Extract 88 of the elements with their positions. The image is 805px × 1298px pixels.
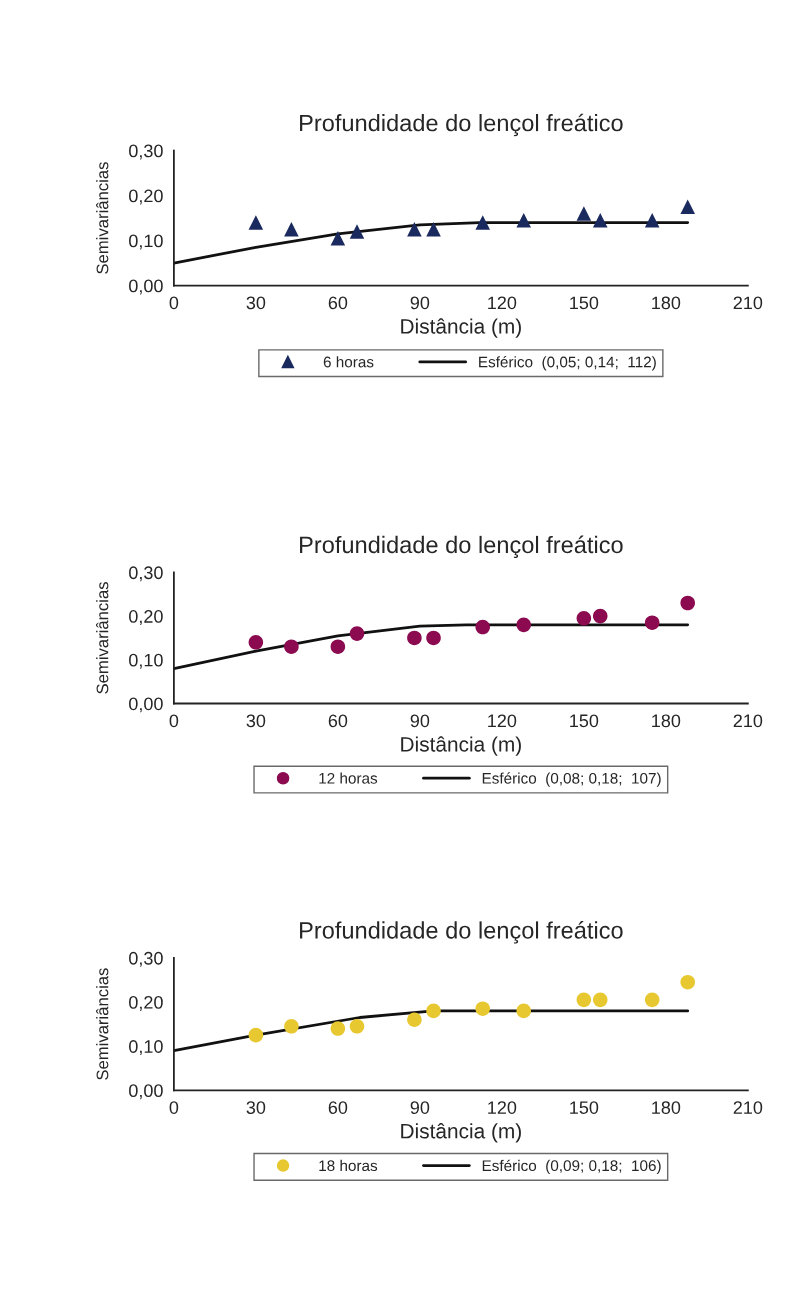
x-tick-label: 210 — [733, 714, 763, 728]
x-tick-label: 60 — [328, 1101, 348, 1114]
x-tick-label: 120 — [488, 296, 517, 310]
point — [592, 608, 608, 624]
y-axis-title: Semivariâncias — [96, 582, 109, 694]
x-tick-label: 30 — [246, 296, 266, 310]
y-tick-label: 0,30 — [129, 144, 163, 160]
chart-title: Profundidade do lençol freático — [300, 113, 623, 137]
legend-label: 18 horas — [319, 1159, 378, 1172]
y-tick-label: 0,20 — [129, 189, 163, 205]
point — [576, 992, 592, 1008]
point — [644, 615, 660, 630]
x-tick-label: 150 — [570, 296, 599, 310]
point — [248, 635, 264, 650]
point — [680, 595, 695, 611]
x-tick-label: 210 — [733, 1101, 763, 1114]
x-tick-label: 150 — [570, 714, 599, 728]
legend-label: 12 horas — [319, 772, 378, 784]
x-axis-title: Distância (m) — [401, 1123, 521, 1143]
point — [426, 1003, 441, 1019]
x-tick-label: 180 — [652, 296, 681, 310]
y-axis-title: Semivariâncias — [96, 162, 109, 274]
point — [349, 1019, 365, 1034]
legend-label: Esférico (0,08; 0,18; 107) — [482, 772, 661, 787]
x-tick-label: 60 — [328, 296, 348, 310]
point — [680, 974, 695, 990]
x-axis-title: Distância (m) — [401, 736, 521, 756]
y-tick-label: 0,20 — [129, 995, 163, 1011]
x-tick-label: 90 — [410, 714, 430, 728]
y-tick-label: 0,30 — [129, 951, 163, 967]
point — [284, 222, 299, 237]
x-tick-label: 30 — [246, 714, 266, 728]
point — [576, 206, 592, 221]
line-series — [173, 623, 690, 670]
point — [426, 222, 441, 237]
x-tick-label: 0 — [169, 296, 179, 310]
legend-label: Esférico (0,09; 0,18; 106) — [482, 1159, 661, 1175]
y-tick-label: 0,10 — [129, 653, 163, 669]
point — [680, 199, 695, 215]
legend-label: Esférico (0,05; 0,14; 112) — [479, 356, 656, 371]
x-tick-label: 60 — [328, 714, 348, 728]
point — [592, 992, 608, 1008]
y-tick-label: 0,00 — [129, 697, 163, 713]
x-tick-label: 180 — [652, 714, 681, 728]
point — [330, 1021, 346, 1036]
x-tick-label: 30 — [246, 1101, 266, 1114]
x-tick-label: 120 — [488, 714, 517, 728]
point — [407, 1012, 422, 1027]
x-tick-label: 90 — [410, 296, 430, 310]
point — [475, 1001, 491, 1016]
point — [407, 222, 422, 237]
point — [426, 630, 441, 646]
x-tick-label: 0 — [169, 1101, 179, 1114]
point — [475, 215, 491, 230]
x-tick-label: 180 — [652, 1101, 681, 1114]
point — [248, 215, 264, 230]
point — [576, 611, 592, 626]
point — [284, 1019, 299, 1034]
point — [516, 1003, 532, 1019]
point — [644, 992, 660, 1008]
point — [644, 213, 660, 228]
point — [407, 630, 422, 646]
y-tick-label: 0,00 — [129, 1084, 163, 1100]
y-tick-label: 0,20 — [129, 610, 163, 625]
y-tick-label: 0,10 — [129, 1040, 163, 1056]
chart-title: Profundidade do lençol freático — [300, 921, 623, 944]
point — [330, 639, 346, 654]
chart-title: Profundidade do lençol freático — [300, 535, 623, 558]
point — [349, 224, 365, 239]
x-tick-label: 150 — [570, 1101, 599, 1114]
point — [475, 619, 491, 635]
point — [248, 1027, 264, 1043]
point — [516, 213, 532, 228]
x-axis-title: Distância (m) — [401, 318, 521, 338]
x-tick-label: 0 — [169, 714, 179, 728]
y-tick-label: 0,30 — [129, 566, 163, 582]
point — [284, 639, 299, 654]
x-tick-label: 90 — [410, 1101, 430, 1114]
x-tick-label: 120 — [488, 1101, 517, 1114]
legend-label: 6 horas — [323, 356, 374, 368]
point — [330, 231, 346, 246]
y-tick-label: 0,00 — [129, 279, 163, 295]
point — [592, 213, 608, 228]
x-tick-label: 210 — [733, 296, 763, 310]
point — [349, 626, 365, 641]
y-tick-label: 0,10 — [129, 234, 163, 250]
point — [516, 617, 532, 633]
y-axis-title: Semivariâncias — [96, 968, 109, 1080]
